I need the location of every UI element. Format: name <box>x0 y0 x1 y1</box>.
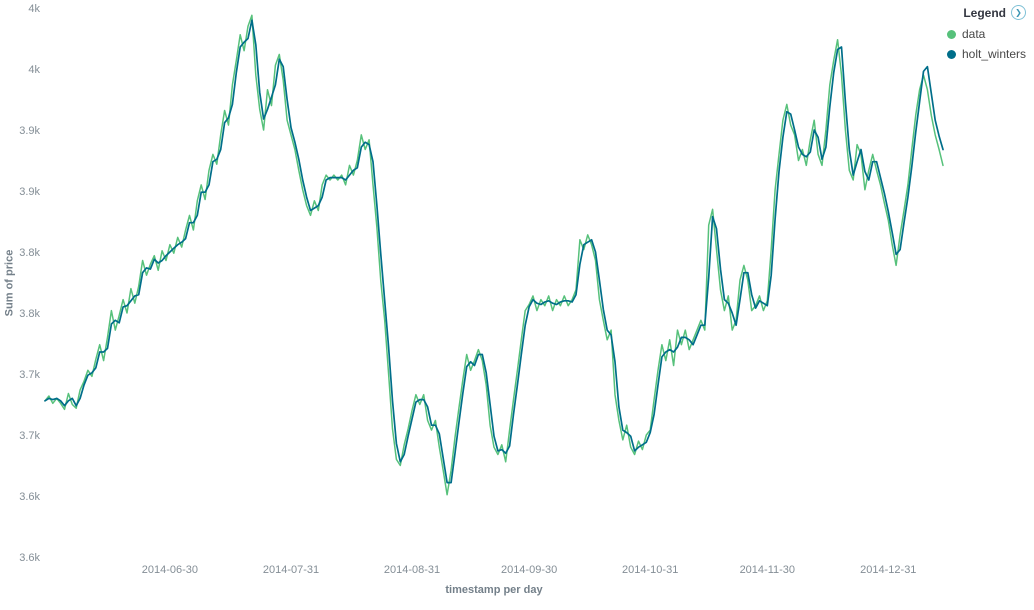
y-axis-tick-label: 3.6k <box>19 552 40 564</box>
y-axis-tick-label: 3.6k <box>19 491 40 503</box>
y-axis-title-text: Sum of price <box>3 249 15 316</box>
y-axis-title: Sum of price <box>0 8 18 557</box>
x-axis-tick-label: 2014-06-30 <box>142 564 198 576</box>
y-axis-tick-label: 4k <box>28 64 40 76</box>
x-axis-tick-label: 2014-09-30 <box>501 564 557 576</box>
legend-item-label: data <box>961 27 986 41</box>
y-axis-tick-label: 3.9k <box>19 125 40 137</box>
x-axis-tick-label: 2014-10-31 <box>622 564 678 576</box>
legend-item-label: holt_winters <box>961 47 1026 61</box>
legend: Legend ❯ data holt_winters <box>946 5 1026 67</box>
y-axis-tick-label: 3.7k <box>19 369 40 381</box>
legend-toggle-icon[interactable]: ❯ <box>1011 5 1026 20</box>
x-axis-tick-label: 2014-07-31 <box>263 564 319 576</box>
legend-swatch-icon <box>946 29 956 39</box>
data-series-line <box>44 14 944 496</box>
y-axis-tick-label: 4k <box>28 3 40 15</box>
y-axis-tick-label: 3.8k <box>19 247 40 259</box>
legend-item-data[interactable]: data <box>946 27 1026 41</box>
y-axis-tick-label: 3.8k <box>19 308 40 320</box>
x-axis-tick-label: 2014-08-31 <box>384 564 440 576</box>
x-axis-title: timestamp per day <box>445 584 543 596</box>
legend-item-holt_winters[interactable]: holt_winters <box>946 47 1026 61</box>
legend-header: Legend ❯ <box>947 5 1026 20</box>
y-axis-tick-label: 3.9k <box>19 186 40 198</box>
x-axis-tick-label: 2014-12-31 <box>860 564 916 576</box>
y-axis-tick-label: 3.7k <box>19 430 40 442</box>
legend-item-list: data holt_winters <box>946 27 1026 61</box>
legend-swatch-icon <box>946 49 956 59</box>
x-axis-tick-label: 2014-11-30 <box>740 564 795 576</box>
legend-title: Legend <box>963 5 1006 20</box>
time-series-plot-area[interactable]: 4k 4k 3.9k 3.9k 3.8k 3.8k 3.7k 3.7k 3.6k 3.6k 2014… <box>0 0 1034 582</box>
holt_winters-series-line <box>44 19 944 484</box>
